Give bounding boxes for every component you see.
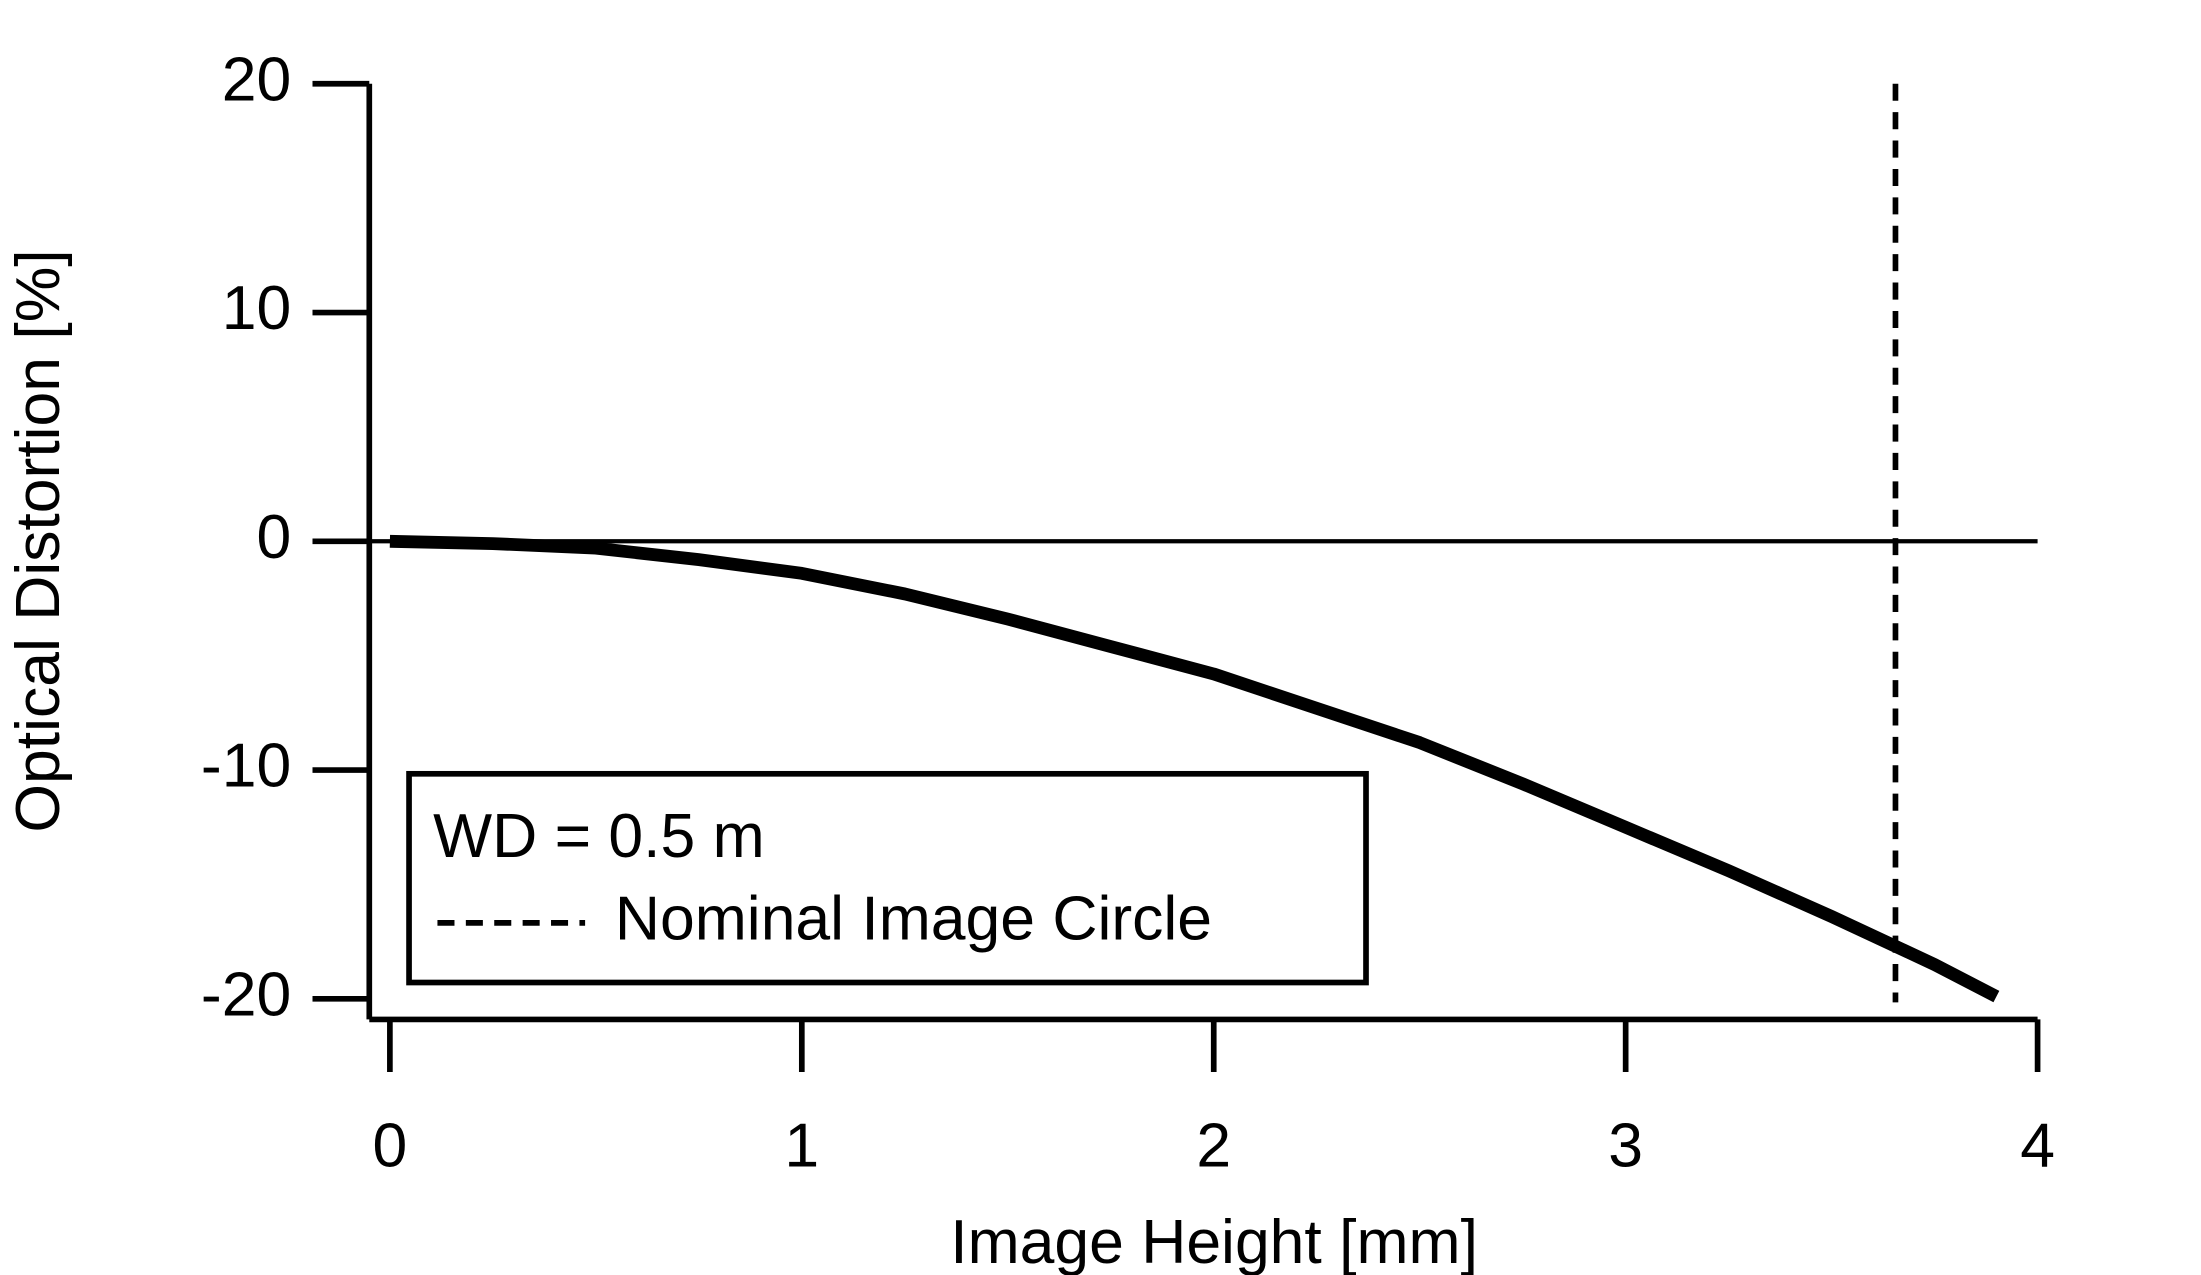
x-axis-title: Image Height [mm] [950,1207,1478,1275]
x-tick-label: 1 [784,1111,819,1181]
y-tick-label: -10 [201,731,291,801]
x-tick-label: 0 [373,1111,408,1181]
x-tick-label: 2 [1196,1111,1231,1181]
y-tick-label: -20 [201,959,291,1029]
y-axis-title: Optical Distortion [%] [3,249,73,832]
data-line [389,534,2000,1003]
legend-title: WD = 0.5 m [433,801,764,871]
y-tick-label: 0 [256,502,291,572]
x-tick-label: 3 [1608,1111,1643,1181]
y-tick-label: 10 [222,273,291,343]
y-tick-label: 20 [222,44,291,114]
legend-box [406,770,1369,986]
legend-label: Nominal Image Circle [615,883,1212,953]
x-tick-label: 4 [2020,1111,2055,1181]
